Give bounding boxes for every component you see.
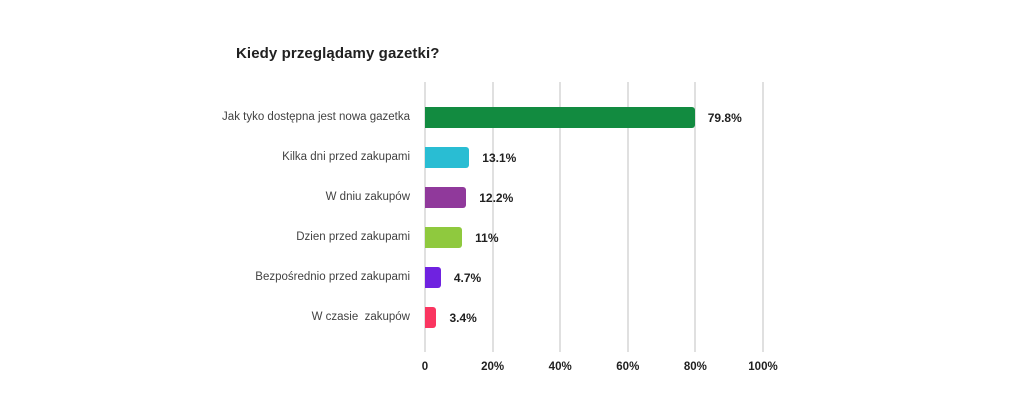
- value-label: 79.8%: [707, 110, 742, 125]
- gridline: [762, 82, 764, 352]
- category-label: W czasie zakupów: [311, 311, 410, 323]
- bar-track: 4.7%: [425, 267, 763, 288]
- chart-title: Kiedy przeglądamy gazetki?: [236, 45, 440, 62]
- bar-row: W dniu zakupów 12.2%: [0, 187, 1032, 208]
- value-label: 13.1%: [482, 150, 517, 165]
- x-axis-tick: 100%: [748, 361, 778, 373]
- x-axis: 0 20% 40% 60% 80% 100%: [421, 361, 778, 377]
- x-axis-tick: 0: [421, 361, 429, 373]
- category-label: Jak tyko dostępna jest nowa gazetka: [222, 111, 410, 123]
- gridline: [626, 82, 629, 352]
- value-label: 4.7%: [453, 270, 482, 285]
- bar-row: Jak tyko dostępna jest nowa gazetka 79.8…: [0, 107, 1032, 128]
- value-label: 11%: [475, 230, 499, 245]
- gridline: [424, 82, 426, 352]
- bar-row: Kilka dni przed zakupami 13.1%: [0, 147, 1032, 168]
- bar: [425, 147, 470, 168]
- category-label: Bezpośrednio przed zakupami: [255, 271, 410, 283]
- category-label: W dniu zakupów: [325, 191, 410, 203]
- gridline: [491, 82, 494, 352]
- value-label: 3.4%: [449, 310, 477, 325]
- bar: [425, 187, 467, 208]
- bar-row: W czasie zakupów 3.4%: [0, 307, 1032, 328]
- category-label: Dzien przed zakupami: [296, 231, 410, 243]
- value-label: 12.2%: [479, 190, 514, 205]
- gridline: [559, 82, 562, 352]
- bar-track: 3.4%: [425, 307, 763, 328]
- gridline: [694, 82, 697, 352]
- plot-area: [424, 82, 764, 352]
- bar-track: 79.8%: [425, 107, 763, 128]
- bar: [425, 307, 437, 328]
- x-axis-tick: 40%: [548, 361, 572, 373]
- category-label: Kilka dni przed zakupami: [282, 151, 410, 163]
- x-axis-tick: 80%: [683, 361, 707, 373]
- x-axis-tick: 20%: [481, 361, 505, 373]
- bar-row: Dzien przed zakupami 11%: [0, 227, 1032, 248]
- bar-row: Bezpośrednio przed zakupami 4.7%: [0, 267, 1032, 288]
- bar: [425, 107, 695, 128]
- bar: [425, 227, 463, 248]
- bar-track: 12.2%: [425, 187, 763, 208]
- bar-track: 11%: [425, 227, 763, 248]
- bar: [425, 267, 441, 288]
- bar-track: 13.1%: [425, 147, 763, 168]
- x-axis-tick: 60%: [616, 361, 640, 373]
